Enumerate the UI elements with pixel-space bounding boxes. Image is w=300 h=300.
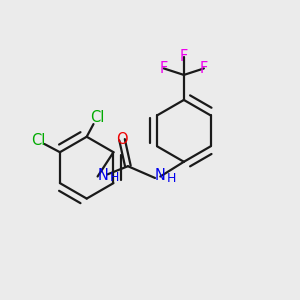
Text: H: H: [167, 172, 176, 185]
Text: Cl: Cl: [90, 110, 104, 125]
Text: N: N: [155, 167, 166, 182]
Text: F: F: [160, 61, 168, 76]
Text: F: F: [200, 61, 208, 76]
Text: N: N: [98, 167, 108, 182]
Text: F: F: [180, 49, 188, 64]
Text: H: H: [110, 172, 119, 184]
Text: Cl: Cl: [31, 133, 45, 148]
Text: O: O: [116, 132, 128, 147]
